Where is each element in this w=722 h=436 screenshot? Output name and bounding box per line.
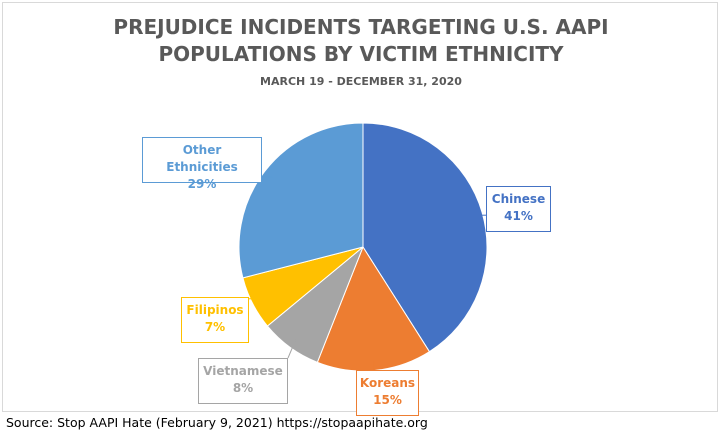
callout-filipinos-label: Filipinos — [186, 303, 244, 317]
callout-vietnamese-value: 8% — [232, 381, 254, 395]
callout-chinese-label: Chinese — [491, 192, 546, 206]
callout-vietnamese-label: Vietnamese — [203, 364, 283, 378]
callout-vietnamese: Vietnamese 8% — [198, 358, 288, 404]
callout-leaders — [249, 176, 486, 370]
callout-other-ethnicities-label: Other Ethnicities — [166, 143, 238, 174]
callout-filipinos-value: 7% — [204, 320, 226, 334]
callout-koreans-label: Koreans — [359, 376, 416, 390]
callout-other-ethnicities: Other Ethnicities 29% — [142, 137, 262, 191]
chart-title-line-2: POPULATIONS BY VICTIM ETHNICITY — [158, 42, 564, 66]
chart-title: PREJUDICE INCIDENTS TARGETING U.S. AAPI … — [0, 14, 722, 68]
source-note: Source: Stop AAPI Hate (February 9, 2021… — [6, 415, 428, 430]
pie-slice-chinese — [362, 122, 488, 353]
callout-chinese: Chinese 41% — [486, 186, 551, 232]
chart-title-line-1: PREJUDICE INCIDENTS TARGETING U.S. AAPI — [113, 15, 609, 39]
chart-subtitle: MARCH 19 - DECEMBER 31, 2020 — [260, 75, 462, 88]
callout-chinese-value: 41% — [504, 209, 533, 223]
leader-line-vietnamese — [287, 339, 297, 359]
pie-slice-other-ethnicities — [238, 122, 364, 279]
callout-koreans: Koreans 15% — [356, 370, 419, 416]
callout-koreans-value: 15% — [373, 393, 402, 407]
callout-other-ethnicities-value: 29% — [187, 177, 217, 191]
callout-filipinos: Filipinos 7% — [181, 297, 249, 343]
pie-slices — [238, 122, 488, 372]
